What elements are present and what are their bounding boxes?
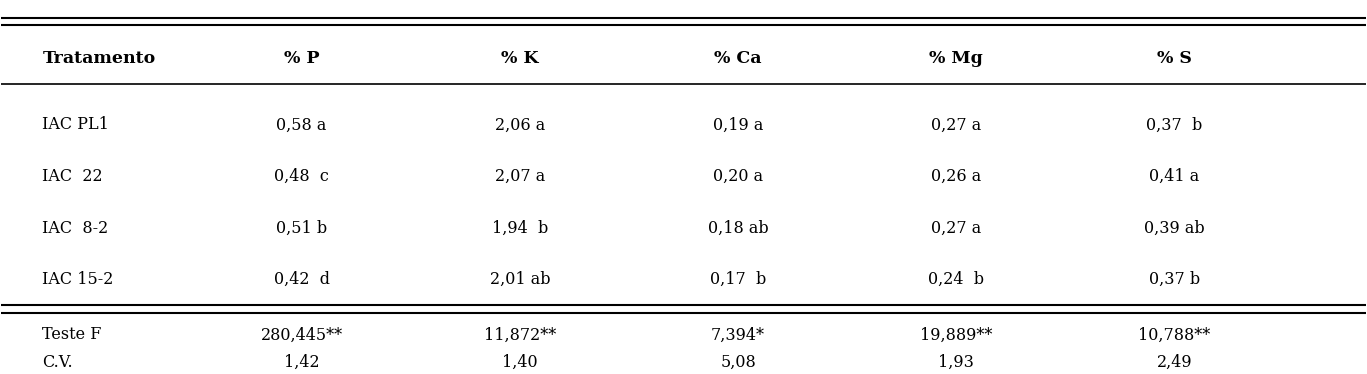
Text: 10,788**: 10,788** [1139,327,1211,343]
Text: 2,49: 2,49 [1156,354,1192,371]
Text: % Ca: % Ca [715,50,761,67]
Text: 0,27 a: 0,27 a [931,116,982,133]
Text: 0,18 ab: 0,18 ab [708,220,768,236]
Text: % S: % S [1158,50,1192,67]
Text: 1,42: 1,42 [284,354,320,371]
Text: 0,48  c: 0,48 c [273,168,329,185]
Text: % K: % K [502,50,539,67]
Text: 0,27 a: 0,27 a [931,220,982,236]
Text: 0,42  d: 0,42 d [273,271,329,288]
Text: IAC  22: IAC 22 [42,168,103,185]
Text: 2,07 a: 2,07 a [495,168,545,185]
Text: IAC  8-2: IAC 8-2 [42,220,108,236]
Text: C.V.: C.V. [42,354,72,371]
Text: Tratamento: Tratamento [42,50,156,67]
Text: Teste F: Teste F [42,327,101,343]
Text: IAC 15-2: IAC 15-2 [42,271,113,288]
Text: 0,51 b: 0,51 b [276,220,327,236]
Text: 2,01 ab: 2,01 ab [489,271,550,288]
Text: 0,58 a: 0,58 a [276,116,327,133]
Text: % P: % P [284,50,320,67]
Text: 0,24  b: 0,24 b [928,271,984,288]
Text: 0,26 a: 0,26 a [931,168,982,185]
Text: 0,39 ab: 0,39 ab [1144,220,1204,236]
Text: 1,40: 1,40 [502,354,537,371]
Text: 7,394*: 7,394* [711,327,766,343]
Text: 0,19 a: 0,19 a [712,116,763,133]
Text: % Mg: % Mg [930,50,983,67]
Text: 0,41 a: 0,41 a [1150,168,1200,185]
Text: 2,06 a: 2,06 a [495,116,545,133]
Text: IAC PL1: IAC PL1 [42,116,109,133]
Text: 0,37 b: 0,37 b [1150,271,1200,288]
Text: 1,94  b: 1,94 b [492,220,548,236]
Text: 1,93: 1,93 [938,354,975,371]
Text: 5,08: 5,08 [720,354,756,371]
Text: 0,20 a: 0,20 a [714,168,763,185]
Text: 19,889**: 19,889** [920,327,992,343]
Text: 280,445**: 280,445** [261,327,343,343]
Text: 0,37  b: 0,37 b [1147,116,1203,133]
Text: 11,872**: 11,872** [484,327,556,343]
Text: 0,17  b: 0,17 b [709,271,766,288]
